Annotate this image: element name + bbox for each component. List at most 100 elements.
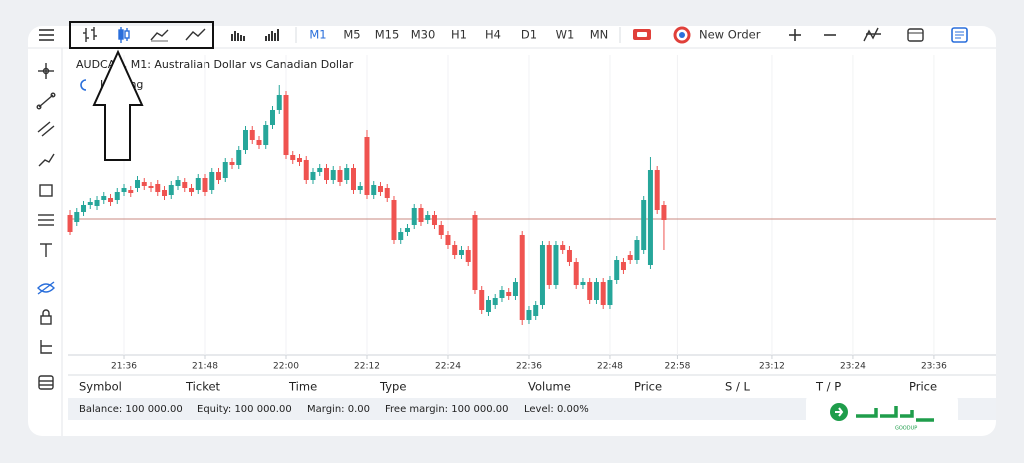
candle-body [398, 232, 404, 240]
timeframe-button[interactable]: MN [590, 28, 609, 42]
volume-button[interactable] [231, 31, 245, 41]
candle-body [647, 170, 653, 265]
candle-body [580, 282, 586, 285]
candle-body [634, 240, 640, 260]
timeframe-button[interactable]: M5 [343, 28, 360, 42]
candle-body [87, 202, 93, 205]
x-tick-label: 23:24 [840, 362, 866, 372]
candle-body [539, 245, 545, 305]
candle-body [303, 160, 309, 180]
menu-button[interactable] [39, 29, 54, 41]
account-summary: Balance: 100 000.00 [79, 404, 183, 415]
candle-body [148, 186, 154, 188]
candle-chart-button[interactable] [118, 27, 130, 43]
trade-toggle[interactable] [633, 29, 651, 40]
line-chart-button[interactable] [185, 28, 206, 41]
candle-body [425, 215, 431, 220]
candle-body [458, 250, 464, 255]
candle-body [418, 208, 424, 222]
candle-body [641, 200, 647, 250]
timeframe-button[interactable]: M30 [411, 28, 436, 42]
candle-body [546, 245, 552, 285]
fibonacci-tool[interactable] [38, 214, 54, 226]
calendar-button[interactable] [907, 28, 924, 42]
path-tool[interactable] [38, 153, 55, 167]
candle-body [162, 190, 168, 196]
candle-body [654, 170, 660, 210]
account-tool[interactable] [38, 375, 54, 390]
objects-tree-tool[interactable] [40, 340, 52, 354]
indicator-volume-button[interactable] [265, 29, 279, 41]
x-tick-label: 22:58 [664, 362, 690, 372]
zoom-in-button[interactable] [789, 29, 801, 41]
column-header: Time [288, 380, 317, 394]
candle-body [661, 205, 667, 220]
account-summary: Margin: 0.00 [307, 404, 370, 415]
bar-chart-button[interactable] [83, 27, 97, 42]
candle-body [296, 158, 302, 162]
candle-body [168, 185, 174, 195]
highlight-box [69, 21, 214, 49]
column-header: T / P [815, 380, 841, 394]
candle-body [276, 95, 282, 110]
candle-body [404, 228, 410, 232]
area-chart-button[interactable] [150, 29, 169, 42]
candle-body [452, 245, 458, 255]
candle-body [593, 282, 599, 300]
timeframe-button[interactable]: M15 [375, 28, 400, 42]
chart: 21:36 21:48 22:00 22:12 22:24 22:36 22:48 22:58… [67, 55, 996, 372]
candle-body [202, 178, 208, 192]
timeframe-button[interactable]: W1 [556, 28, 575, 42]
loading-spinner [80, 79, 87, 91]
timeframe-button[interactable]: M1 [309, 28, 326, 42]
x-tick-label: 22:24 [435, 362, 461, 372]
candle-body [553, 245, 559, 285]
candle-body [67, 215, 73, 232]
candle-body [243, 130, 249, 150]
lock-tool[interactable] [40, 309, 52, 325]
visibility-tool[interactable] [37, 281, 55, 295]
crosshair-tool[interactable] [38, 63, 54, 79]
column-header: Volume [528, 380, 571, 394]
candle-body [337, 170, 343, 182]
candle-body [512, 282, 518, 296]
candle-body [620, 262, 626, 270]
candle-body [391, 200, 397, 240]
x-tick-label: 21:48 [192, 362, 218, 372]
candle-body [587, 282, 593, 300]
candle-body [330, 170, 336, 180]
candle-body [560, 245, 566, 250]
account-summary: Equity: 100 000.00 [197, 404, 292, 415]
candle-body [317, 168, 323, 172]
text-tool[interactable] [40, 243, 52, 257]
shape-tool[interactable] [39, 184, 53, 197]
logo-text: GOODUP [895, 426, 917, 432]
column-header: S / L [725, 380, 750, 394]
candle-body [465, 250, 471, 262]
candle-body [135, 180, 141, 188]
timeframe-button[interactable]: H1 [451, 28, 467, 42]
timeframe-button[interactable]: D1 [521, 28, 537, 42]
candle-body [182, 182, 188, 188]
x-tick-label: 22:12 [354, 362, 380, 372]
trend-line-tool[interactable] [36, 92, 56, 110]
candle-body [411, 208, 417, 225]
candle-body [155, 184, 161, 192]
column-header: Ticket [185, 380, 221, 394]
new-order-icon[interactable] [673, 26, 691, 44]
candle-body [101, 196, 107, 200]
journal-button[interactable] [951, 27, 968, 43]
indicators-button[interactable] [863, 27, 881, 42]
candle-body [566, 250, 572, 262]
column-header: Price [909, 380, 937, 394]
candle-body [229, 162, 235, 165]
timeframe-button[interactable]: H4 [485, 28, 501, 42]
logo-arrow [835, 407, 844, 417]
new-order-button[interactable]: New Order [699, 28, 761, 42]
channel-tool[interactable] [37, 121, 55, 137]
candle-body [607, 280, 613, 305]
candle-body [141, 182, 147, 186]
candle-body [323, 168, 329, 180]
column-header: Type [379, 380, 406, 394]
